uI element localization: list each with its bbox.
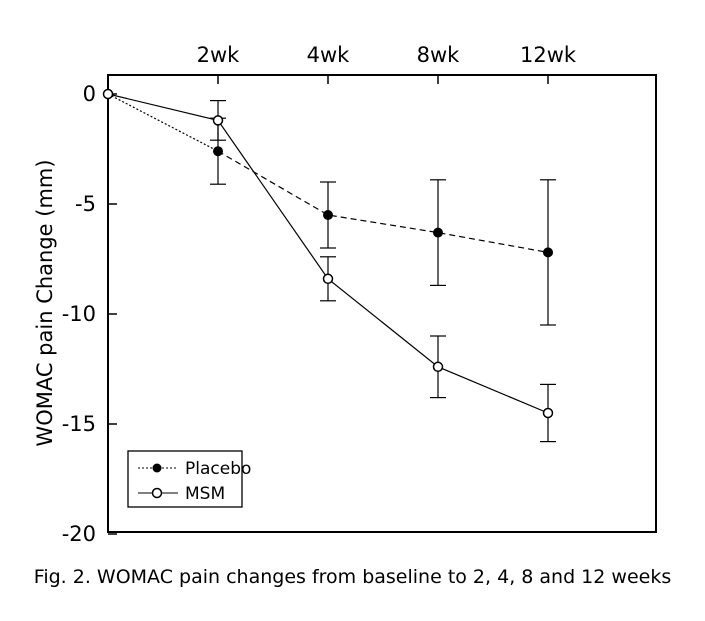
chart: 0 -5 -10 -15 -20 2wk 4wk 8wk 12wk WOMAC pain Ch… — [33, 43, 657, 546]
data-point-msm — [102, 88, 114, 100]
y-tick-label: -5 — [75, 192, 96, 216]
y-tick-label: -20 — [62, 522, 96, 546]
data-markers — [102, 88, 554, 419]
x-tick-label: 8wk — [417, 43, 461, 67]
x-tick-label: 12wk — [520, 43, 577, 67]
y-tick-label: -10 — [62, 302, 96, 326]
data-point-msm — [432, 361, 444, 373]
series-line-placebo-start — [107, 93, 219, 152]
error-bars — [210, 99, 556, 443]
series-lines — [107, 93, 549, 414]
legend: Placebo MSM — [127, 450, 251, 508]
data-point-placebo — [213, 146, 223, 157]
y-tick-label: -15 — [62, 412, 96, 436]
data-point-placebo — [323, 210, 333, 220]
x-tick-label: 4wk — [307, 43, 351, 67]
series-line-msm — [107, 93, 549, 414]
legend-placebo-marker — [152, 463, 162, 473]
x-tick-label: 2wk — [197, 43, 241, 67]
y-tick-label: 0 — [83, 82, 96, 106]
data-point-placebo — [543, 247, 553, 258]
series-line-placebo — [217, 150, 549, 253]
legend-msm-marker — [151, 487, 163, 499]
data-point-msm — [322, 273, 334, 285]
x-axis-ticks: 2wk 4wk 8wk 12wk — [197, 43, 577, 84]
data-point-msm — [212, 115, 224, 126]
legend-box — [127, 450, 243, 508]
data-point-msm — [542, 407, 554, 419]
legend-msm-label: MSM — [185, 484, 225, 504]
y-axis-title: WOMAC pain Change (mm) — [33, 159, 57, 446]
figure-caption: Fig. 2. WOMAC pain changes from baseline… — [33, 566, 672, 588]
legend-placebo-label: Placebo — [185, 459, 251, 479]
data-point-placebo — [433, 227, 443, 238]
plot-area-frame — [107, 74, 657, 533]
y-axis-ticks: 0 -5 -10 -15 -20 — [62, 82, 117, 546]
